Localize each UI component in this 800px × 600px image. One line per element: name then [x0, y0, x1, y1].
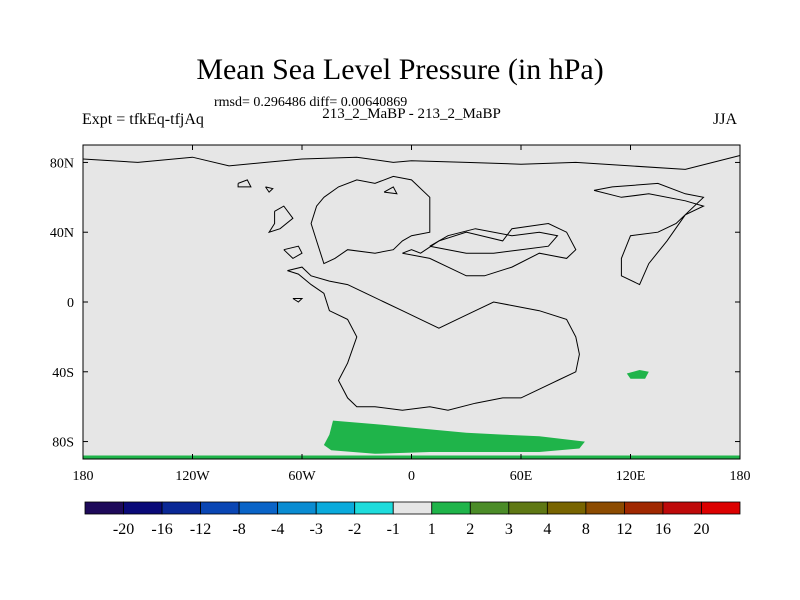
colorbar-swatch [200, 501, 240, 515]
x-tick-label: 60E [510, 469, 533, 484]
colorbar-swatch [662, 501, 702, 515]
y-tick-label: 80S [52, 436, 74, 451]
season-label: JJA [713, 111, 738, 128]
stats-line: rmsd= 0.296486 diff= 0.00640869 [214, 95, 408, 110]
colorbar-swatch [701, 501, 741, 515]
colorbar-label: -1 [387, 521, 400, 538]
indian-ocean-positive-region [626, 370, 649, 379]
colorbar-swatch [84, 501, 124, 515]
colorbar-swatch [238, 501, 279, 515]
colorbar-swatch [585, 501, 625, 515]
colorbar-swatch [354, 501, 394, 515]
chart-subtitle: 213_2_MaBP - 213_2_MaBP [322, 106, 501, 122]
coastline-7 [287, 266, 580, 411]
coastline-11 [593, 182, 705, 286]
colorbar-swatch [624, 501, 664, 515]
colorbar-swatch [546, 501, 587, 515]
colorbar-swatch [392, 501, 433, 515]
colorbar-label: 20 [693, 521, 709, 538]
coastline-3 [383, 186, 398, 195]
axis-ticks: 180 120W 60W 0 60E 120E 180 80N 40N 0 40S 80S [50, 145, 751, 484]
experiment-label: Expt = tfkEq-tfjAq [82, 111, 204, 128]
colorbar-label: -12 [190, 521, 211, 538]
x-tick-label: 0 [408, 469, 415, 484]
colorbar-swatch [469, 501, 510, 515]
coastline-8 [292, 298, 304, 303]
colorbar-label: 16 [655, 521, 671, 538]
y-tick-label: 0 [67, 296, 74, 311]
colorbar-label: 8 [582, 521, 590, 538]
colorbar-label: 4 [543, 521, 551, 538]
x-tick-label: 180 [73, 469, 94, 484]
map-background [83, 145, 740, 459]
colorbar-label: -16 [151, 521, 172, 538]
y-tick-label: 40N [50, 226, 74, 241]
coastline-6 [283, 245, 303, 260]
coastline-5 [267, 205, 294, 234]
coastline-2 [265, 186, 274, 193]
colorbar-label: -8 [232, 521, 245, 538]
southern-ocean-positive-region [323, 420, 585, 454]
colorbar-label: -3 [310, 521, 323, 538]
chart-title: Mean Sea Level Pressure (in hPa) [196, 53, 604, 86]
colorbar-label: -2 [348, 521, 361, 538]
colorbar-swatch [161, 501, 201, 515]
colorbar-label: -20 [113, 521, 134, 538]
colorbar-swatch [431, 501, 471, 515]
colorbar-label: 12 [616, 521, 632, 538]
y-tick-label: 80N [50, 156, 74, 171]
x-tick-label: 120W [175, 469, 210, 484]
y-tick-label: 40S [52, 366, 74, 381]
coastline-1 [237, 179, 252, 188]
coastline-4 [310, 175, 431, 265]
x-tick-label: 180 [730, 469, 751, 484]
coastlines [82, 155, 741, 411]
colorbar-swatch [315, 501, 356, 515]
colorbar: -20 -16 -12 -8 -4 -3 -2 -1 1 2 3 4 8 12 16 20 [84, 501, 741, 538]
colorbar-swatch [123, 501, 163, 515]
colorbar-label: 3 [505, 521, 513, 538]
colorbar-label: -4 [271, 521, 284, 538]
colorbar-swatch [277, 501, 317, 515]
x-tick-label: 60W [288, 469, 316, 484]
colorbar-label: 1 [428, 521, 436, 538]
x-tick-label: 120E [616, 469, 646, 484]
coastline-10 [429, 228, 559, 254]
colorbar-swatch [508, 501, 548, 515]
coastline-0 [82, 155, 741, 170]
colorbar-label: 2 [466, 521, 474, 538]
